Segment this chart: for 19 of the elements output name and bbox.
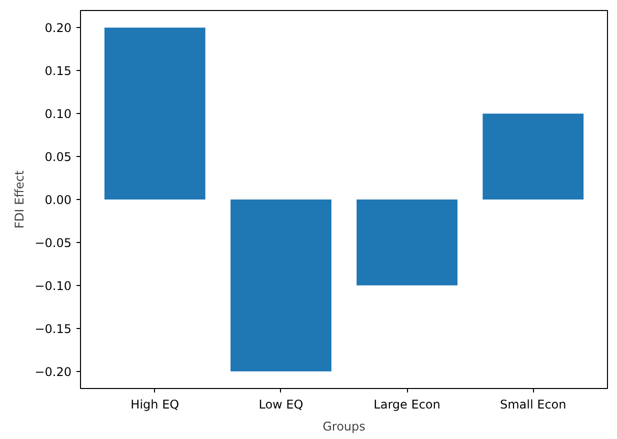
x-tick-label: Low EQ (258, 398, 304, 412)
x-tick-label: High EQ (130, 398, 180, 412)
y-axis-title: FDI Effect (12, 170, 27, 229)
y-tick-label: −0.20 (34, 364, 72, 379)
bar (482, 114, 584, 200)
x-tick-label: Small Econ (500, 398, 566, 412)
y-tick-label: −0.10 (34, 278, 72, 293)
x-axis-title: Groups (322, 420, 366, 434)
y-tick-label: −0.15 (34, 322, 72, 336)
y-tick-label: 0.20 (44, 21, 72, 36)
y-tick-label: −0.05 (34, 236, 72, 250)
bar (230, 200, 332, 372)
y-tick-label: 0.10 (44, 107, 72, 122)
bar (356, 200, 458, 286)
y-tick-label: 0.05 (44, 150, 72, 164)
x-tick-label: Large Econ (374, 398, 440, 412)
y-tick-label: 0.15 (44, 64, 72, 78)
y-tick-label: 0.00 (44, 193, 72, 207)
bar (104, 28, 206, 200)
